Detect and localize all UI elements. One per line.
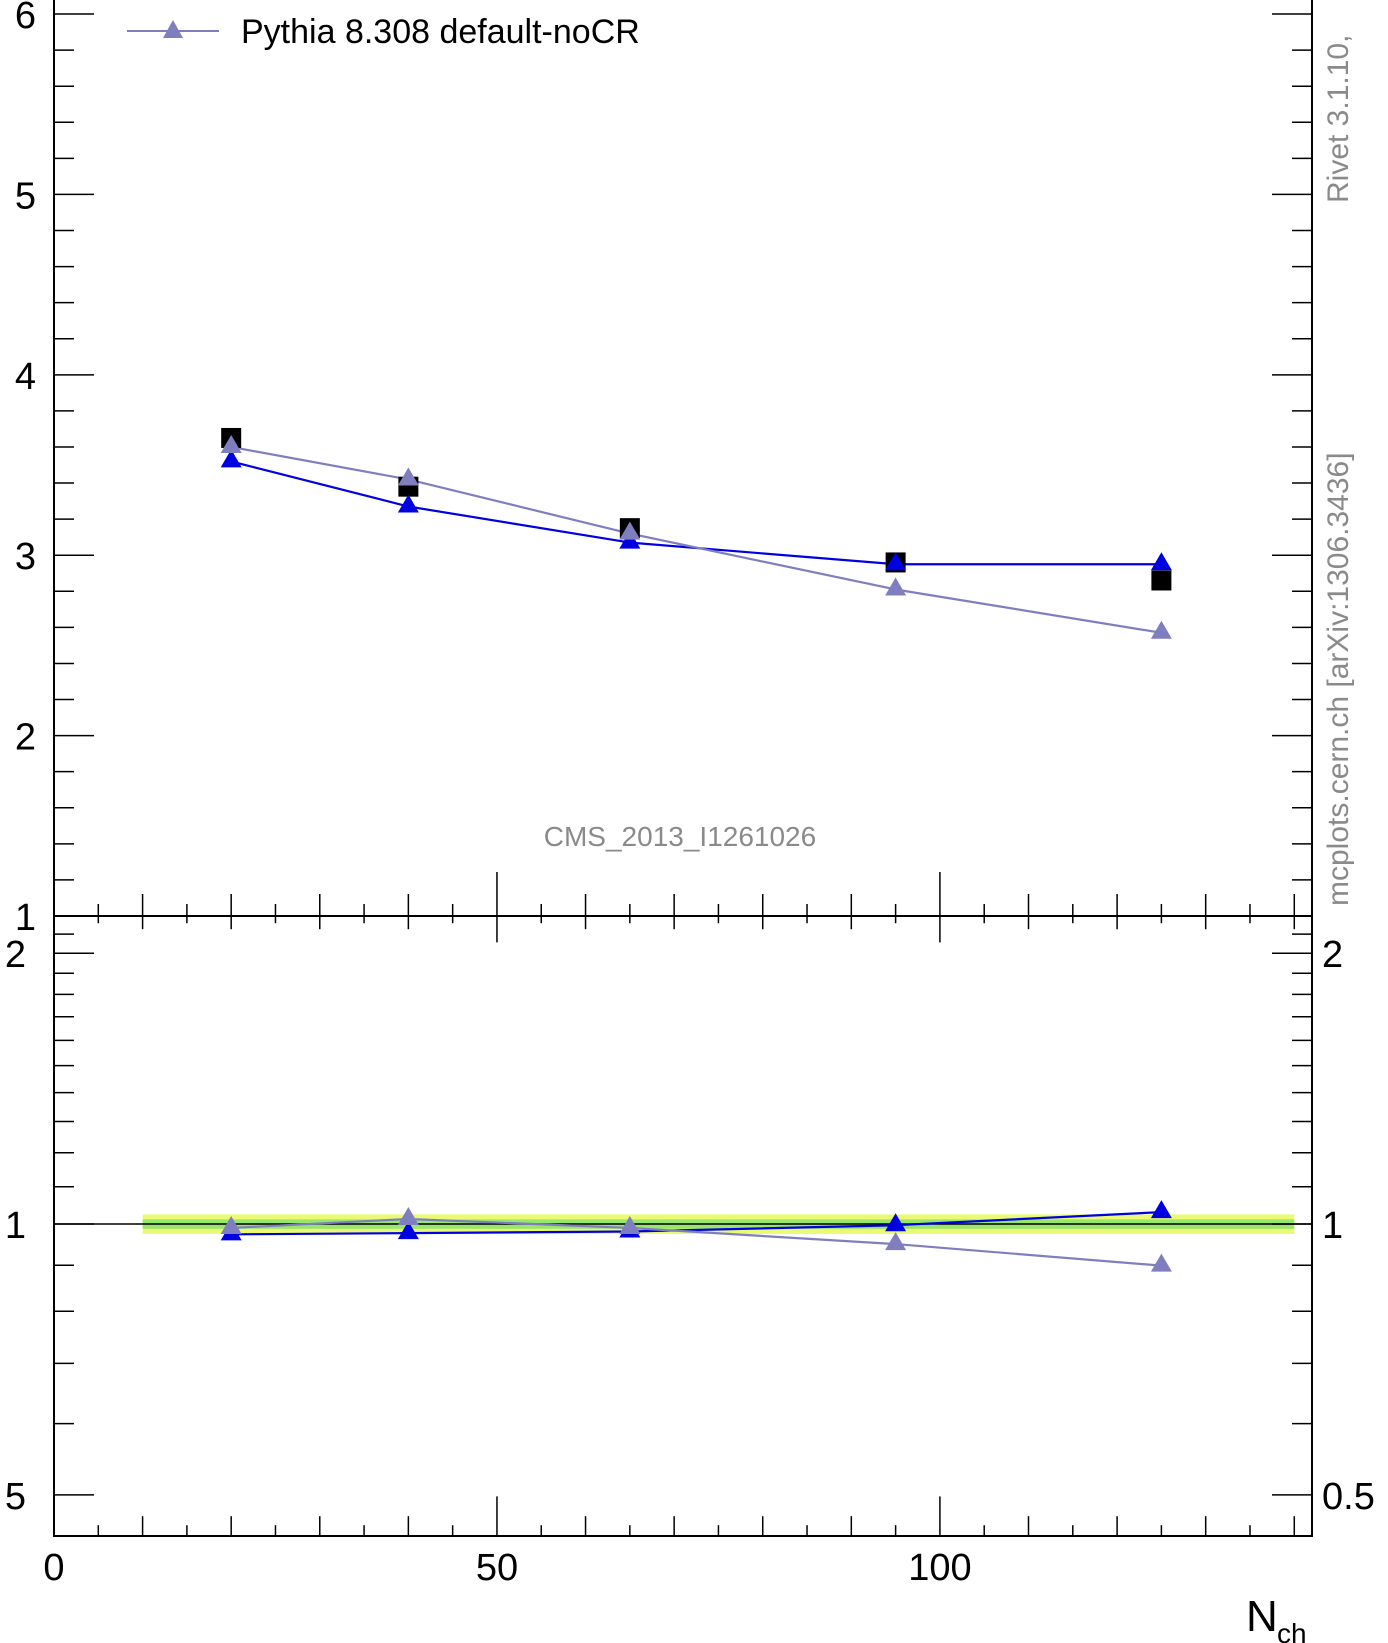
- ratio-pythia-triangle: [220, 1215, 242, 1234]
- series-blue-triangle: [220, 449, 242, 468]
- ratio-right-tick-label: 0.5: [1322, 1476, 1375, 1518]
- x-tick-label: 0: [43, 1547, 64, 1589]
- ratio-x-ticks: [53, 916, 1296, 1536]
- analysis-label: CMS_2013_I1261026: [544, 821, 816, 852]
- series-pythia-triangle: [397, 467, 419, 486]
- x-tick-label: 100: [908, 1547, 971, 1589]
- main-x-ticks: [53, 872, 1296, 916]
- ratio-pythia-triangle: [885, 1232, 907, 1251]
- main-series-lines: [230, 445, 1162, 634]
- ratio-blue-triangle: [397, 1221, 419, 1240]
- ratio-y-minor-ticks: [54, 915, 1312, 1496]
- series-pythia-triangle: [1150, 620, 1172, 639]
- ratio-pythia-triangle: [397, 1206, 419, 1225]
- main-series-markers: [220, 427, 1172, 639]
- series-pythia-triangle: [619, 521, 641, 540]
- main-frame: [53, 0, 1313, 917]
- ratio-series-markers: [220, 1200, 1172, 1272]
- main-series-line: [230, 445, 1162, 634]
- mcplots-label: mcplots.cern.ch [arXiv:1306.3436]: [1322, 452, 1355, 906]
- main-y-tick-label: 2: [15, 717, 36, 759]
- main-y-tick-label: 6: [15, 0, 36, 37]
- main-y-tick-labels: 1 2 3 4 5 6: [15, 0, 36, 939]
- data-point-square: [1151, 570, 1172, 591]
- series-blue-triangle: [397, 494, 419, 513]
- ratio-left-tick-label: 1: [5, 1205, 26, 1247]
- main-y-tick-label: 4: [15, 356, 36, 398]
- x-axis-title-subscript: ch: [1277, 1618, 1307, 1643]
- ratio-frame: [53, 915, 1313, 1537]
- legend: Pythia 8.308 default-noCR: [127, 13, 640, 51]
- series-blue-triangle: [619, 530, 641, 549]
- main-panel: 1 2 3 4 5 6 CMS_2013_I1261026: [15, 0, 1312, 939]
- series-pythia-triangle: [220, 434, 242, 453]
- series-pythia-triangle: [885, 577, 907, 596]
- main-series-line: [230, 460, 1162, 566]
- ratio-right-tick-label: 2: [1322, 934, 1343, 976]
- x-tick-labels: 0 50 100: [43, 1547, 971, 1589]
- legend-entry-pythia: Pythia 8.308 default-noCR: [241, 13, 640, 51]
- ratio-left-tick-label: 2: [5, 934, 26, 976]
- ratio-pythia-triangle: [1150, 1253, 1172, 1272]
- x-tick-label: 50: [476, 1547, 518, 1589]
- ratio-blue-triangle: [1150, 1200, 1172, 1219]
- series-blue-triangle: [885, 552, 907, 571]
- ratio-blue-triangle: [885, 1213, 907, 1232]
- series-blue-triangle: [1150, 552, 1172, 571]
- legend-marker-pythia: [163, 20, 183, 38]
- ratio-panel: 1 2 5 2 1 0.5 0 50 100: [5, 915, 1375, 1589]
- main-y-minor-ticks: [54, 13, 1312, 917]
- x-axis-title: N: [1246, 1592, 1278, 1641]
- ratio-right-tick-label: 1: [1322, 1205, 1343, 1247]
- ratio-pythia-triangle: [619, 1215, 641, 1234]
- main-y-tick-label: 3: [15, 536, 36, 578]
- main-y-tick-label: 1: [15, 897, 36, 939]
- ratio-y-tick-labels: 1 2 5 2 1 0.5: [5, 934, 1375, 1518]
- main-y-tick-label: 5: [15, 175, 36, 217]
- rivet-label: Rivet 3.1.10,: [1322, 35, 1355, 203]
- ratio-left-tick-label: 5: [5, 1476, 26, 1518]
